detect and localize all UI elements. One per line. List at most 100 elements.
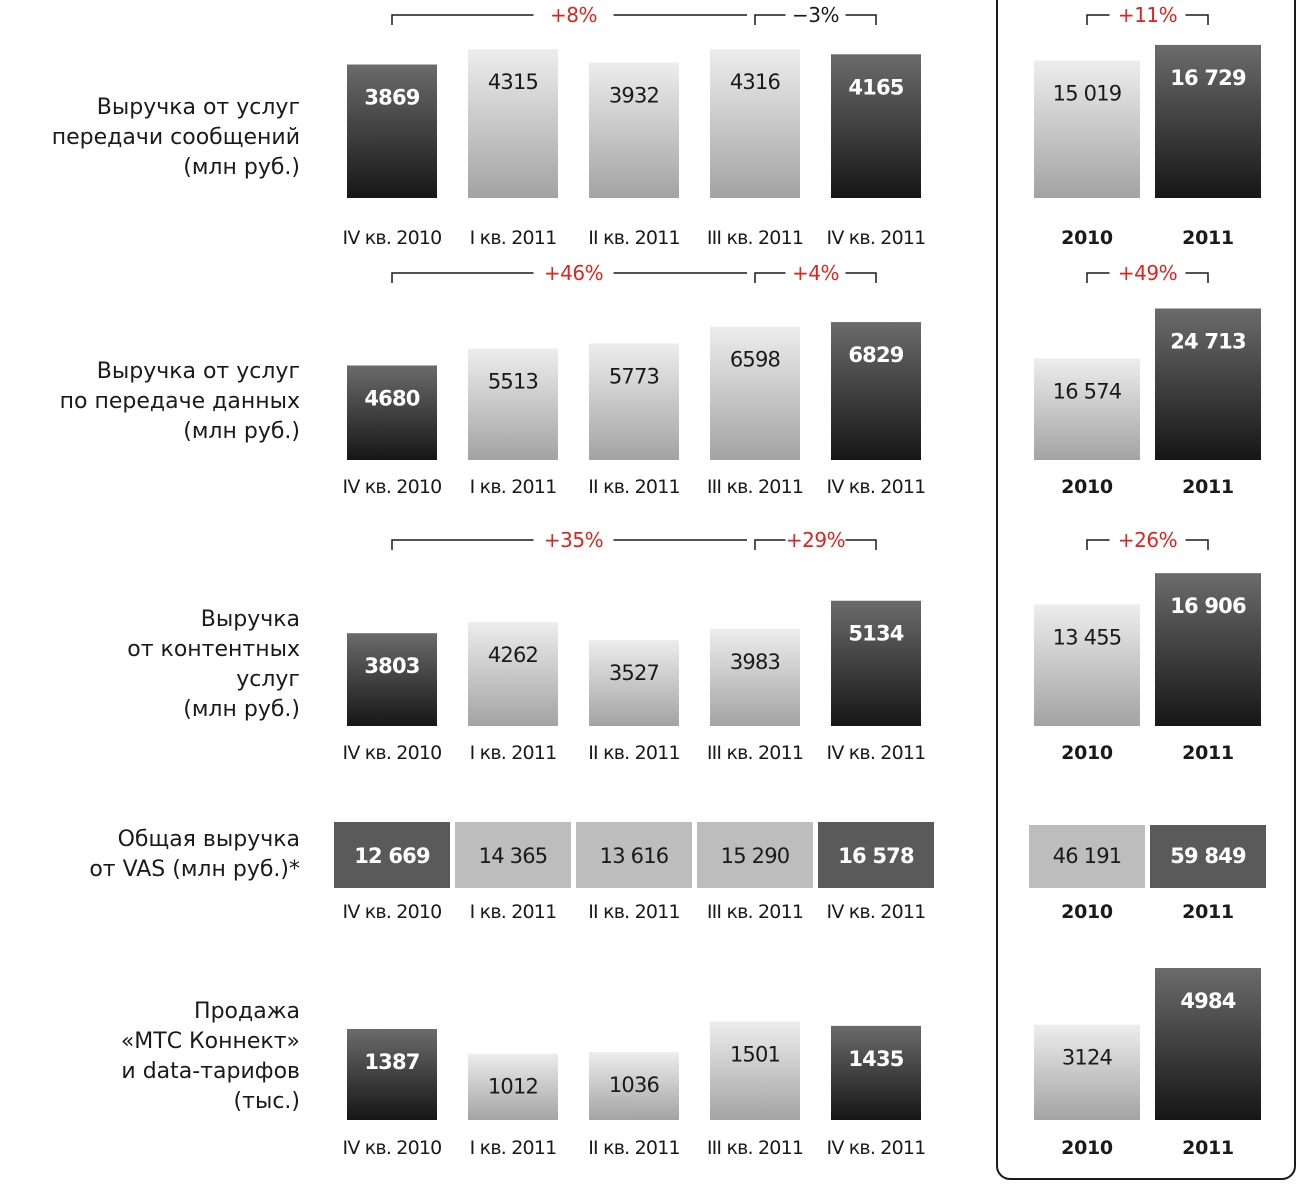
quarter-bar [589,343,679,460]
row-label-content: Выручка от контентных услуг (млн руб.) [127,605,300,725]
growth-bracket-qoq [754,272,877,283]
vas-annual-value-label: 46 191 [1053,844,1122,868]
x-tick-label: IV кв. 2011 [827,742,926,764]
growth-bracket-annual [1086,14,1209,25]
growth-label-qoq: +29% [786,528,845,552]
annual-bar [1155,967,1261,1120]
row-label-line: Продажа [194,999,300,1024]
growth-bracket-annual [1086,539,1209,550]
growth-label-yoy: +46% [544,261,603,285]
year-tick-label: 2011 [1182,742,1234,764]
row-label-line: «МТС Коннект» [120,1029,300,1054]
row-label-line: по передаче данных [59,389,300,414]
x-tick-label: II кв. 2011 [588,901,680,923]
quarter-bar [347,1029,437,1120]
x-tick-label: I кв. 2011 [470,227,557,249]
growth-label-qoq: +4% [792,261,839,285]
x-tick-label: IV кв. 2010 [343,742,442,764]
bar-value-label: 4262 [488,643,538,667]
bar-value-label: 5773 [609,364,659,388]
annual-value-label: 13 455 [1053,625,1122,649]
vas-cell [576,822,692,888]
annual-value-label: 4984 [1180,989,1235,1013]
x-tick-label: III кв. 2011 [707,1137,803,1159]
bar-value-label: 4165 [848,75,903,99]
x-tick-label: II кв. 2011 [588,1137,680,1159]
quarter-bar [831,600,921,726]
bar-value-label: 4315 [488,70,538,94]
bar-value-label: 3527 [609,661,659,685]
row-label-line: Выручка от услуг [96,95,300,120]
year-tick-label: 2010 [1061,1137,1113,1159]
bar-value-label: 4680 [364,386,419,410]
bar-value-label: 3983 [730,650,780,674]
growth-bracket-yoy [391,272,747,283]
bar-value-label: 1387 [364,1050,419,1074]
year-tick-label: 2010 [1061,227,1113,249]
quarter-bar [468,1053,558,1120]
quarter-bar [831,54,921,199]
row-label-line: Выручка [200,607,300,632]
x-tick-label: I кв. 2011 [470,901,557,923]
bar-value-label: 1036 [609,1073,660,1097]
quarter-bar [710,1021,800,1120]
x-tick-label: I кв. 2011 [470,476,557,498]
annual-bar [1034,60,1140,199]
row-label-line: передачи сообщений [51,125,300,150]
x-tick-label: I кв. 2011 [470,742,557,764]
bar-value-label: 1435 [848,1047,903,1071]
vas-value-label: 12 669 [354,844,430,868]
x-tick-label: III кв. 2011 [707,901,803,923]
annual-bar [1034,604,1140,726]
quarter-bar [710,628,800,726]
x-tick-label: III кв. 2011 [707,476,803,498]
annual-value-label: 16 729 [1170,66,1246,90]
row-label-line: от VAS (млн руб.)* [89,857,300,882]
vas-value-label: 15 290 [721,844,790,868]
vas-cell [818,822,934,888]
quarter-bar [589,639,679,726]
quarter-bar [589,1052,679,1120]
row-label-line: (млн руб.) [183,419,300,444]
quarter-bar [831,1025,921,1120]
bar-value-label: 3803 [364,654,419,678]
annual-value-label: 15 019 [1053,82,1122,106]
vas-cell [697,822,813,888]
annual-bar [1155,573,1261,726]
vas-annual-cell [1150,825,1266,888]
quarter-bar [710,49,800,199]
x-tick-label: III кв. 2011 [707,227,803,249]
row-label-line: от контентных [127,637,300,662]
bar-value-label: 5513 [488,370,538,394]
annual-bar [1155,308,1261,460]
growth-label-yoy: +8% [550,3,597,27]
x-tick-label: IV кв. 2010 [343,476,442,498]
quarter-bar [347,633,437,726]
quarter-bar [831,322,921,460]
row-label-data-transfer: Выручка от услуг по передаче данных (млн… [60,357,300,447]
row-label-line: (млн руб.) [183,155,300,180]
bar-value-label: 6829 [848,343,903,367]
quarter-bar [468,348,558,460]
vas-value-label: 13 616 [600,844,669,868]
x-tick-label: IV кв. 2011 [827,1137,926,1159]
year-tick-label: 2011 [1182,476,1234,498]
row-label-line: и data-тарифов [121,1059,300,1084]
row-label-line: услуг [236,667,300,692]
annual-value-label: 16 906 [1170,594,1246,618]
quarter-bar [347,365,437,460]
quarter-bar [347,64,437,198]
annual-value-label: 3124 [1062,1046,1113,1070]
vas-value-label: 16 578 [838,844,914,868]
quarter-bar [710,326,800,460]
x-tick-label: II кв. 2011 [588,476,680,498]
bar-value-label: 4316 [730,70,781,94]
row-label-line: (тыс.) [233,1089,300,1114]
bar-value-label: 5134 [848,622,903,646]
year-tick-label: 2011 [1182,1137,1234,1159]
bar-value-label: 1501 [730,1043,780,1067]
annual-panel-frame [996,0,1296,1180]
x-tick-label: III кв. 2011 [707,742,803,764]
